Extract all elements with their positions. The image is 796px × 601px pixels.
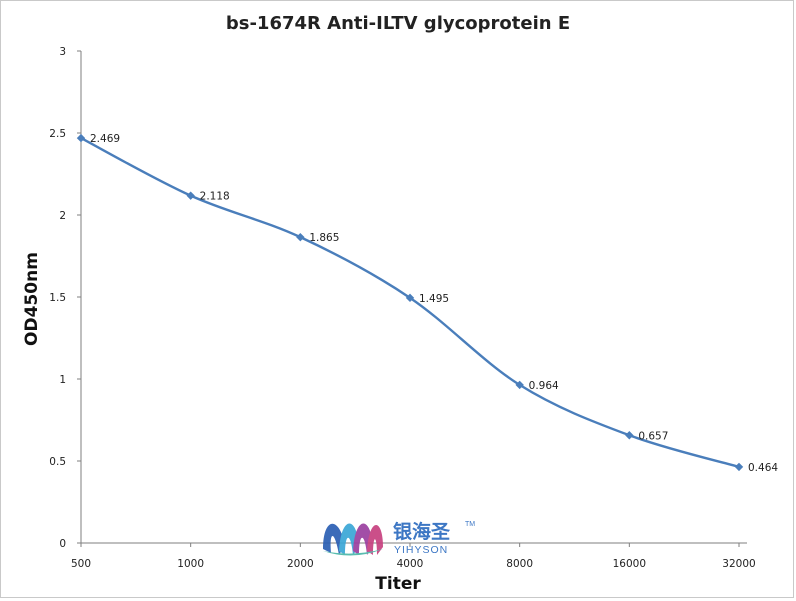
logo-ribbon	[323, 549, 383, 556]
brand-logo-icon	[323, 523, 383, 556]
logo-ribbon	[367, 524, 383, 555]
x-tick-label: 32000	[722, 558, 755, 570]
series-layer: 2.469 2.118 1.865 1.495 0.964 0.657 0.464	[76, 133, 778, 474]
chart-title: bs-1674R Anti-ILTV glycoprotein E	[226, 13, 570, 34]
data-point-marker	[76, 133, 86, 143]
series-line	[80, 137, 740, 469]
data-point-marker	[734, 462, 744, 472]
data-point-marker	[296, 232, 305, 242]
x-tick-label: 4000	[397, 558, 424, 570]
y-tick-label: 0	[59, 538, 66, 550]
y-tick-labels: 0 0.5 1 1.5 2 2.5 3	[49, 46, 81, 550]
data-label: 2.469	[90, 133, 120, 145]
watermark-logo: 银海圣 TM YIHYSON	[323, 520, 475, 556]
y-tick-label: 1.5	[49, 292, 66, 304]
x-tick-label: 500	[71, 558, 91, 570]
x-tick-label: 8000	[506, 558, 533, 570]
y-axis-title: OD450nm	[22, 252, 42, 346]
x-tick-label: 2000	[287, 558, 314, 570]
data-point-marker	[515, 380, 524, 390]
y-tick-label: 1	[59, 374, 66, 386]
x-tick-label: 16000	[613, 558, 646, 570]
data-label: 2.118	[200, 191, 230, 203]
data-point-marker	[625, 431, 634, 440]
y-tick-label: 2	[59, 210, 66, 222]
watermark-trademark: TM	[465, 521, 475, 528]
x-tick-labels: 500 1000 2000 4000 8000 16000 32000	[71, 543, 756, 570]
data-label: 0.964	[529, 380, 559, 392]
watermark-brand-cn: 银海圣	[393, 520, 451, 543]
watermark-brand-en: YIHYSON	[394, 544, 448, 556]
data-label: 0.657	[638, 430, 668, 442]
y-tick-label: 0.5	[49, 456, 66, 468]
data-point-marker	[405, 293, 415, 303]
axes	[80, 51, 747, 544]
y-tick-label: 2.5	[49, 128, 66, 140]
x-tick-label: 1000	[177, 558, 204, 570]
y-tick-label: 3	[59, 46, 66, 58]
x-axis-title: Titer	[375, 574, 421, 594]
data-point-marker	[186, 191, 195, 200]
data-label: 0.464	[748, 462, 778, 474]
data-label: 1.865	[309, 232, 339, 244]
data-label: 1.495	[419, 293, 449, 305]
